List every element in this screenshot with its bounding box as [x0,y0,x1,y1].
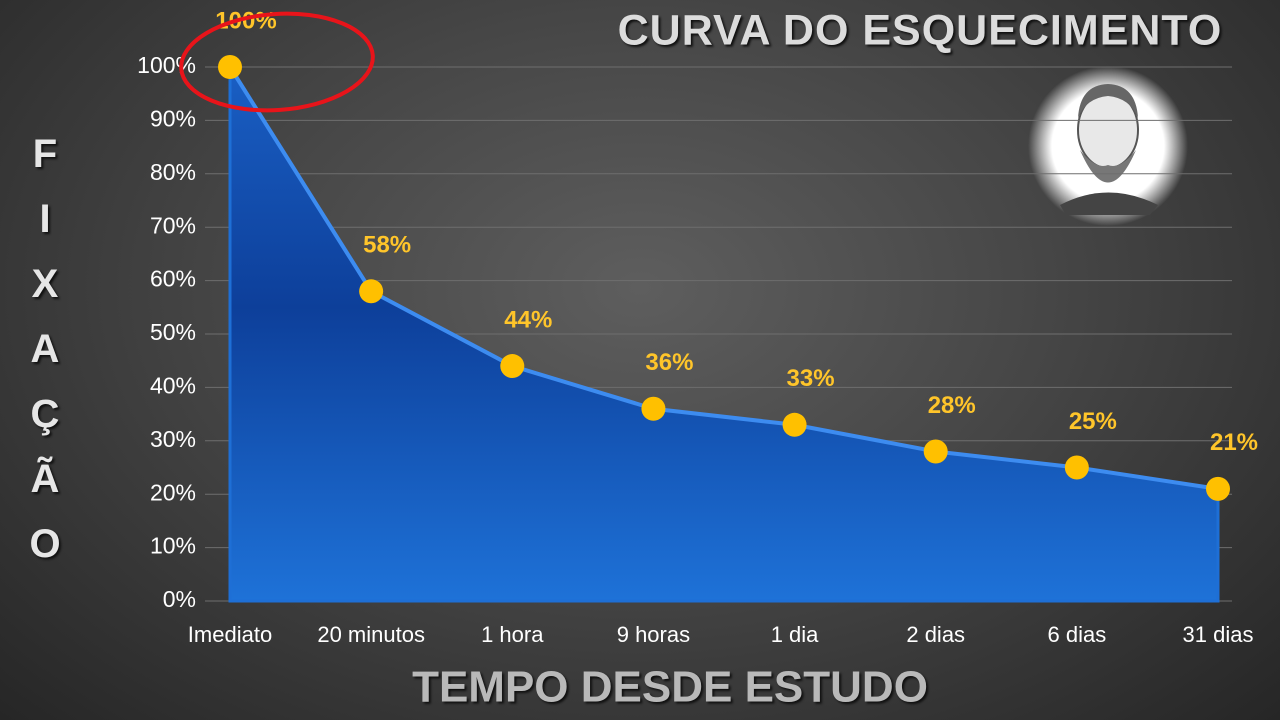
data-point [218,55,242,79]
data-point [923,439,948,464]
y-tick-label: 70% [150,212,196,238]
y-tick-label: 10% [150,533,196,559]
data-point [641,396,666,421]
x-tick-label: 6 dias [1047,622,1106,647]
chart-title: CURVA DO ESQUECIMENTO [618,6,1223,54]
line [228,65,1219,491]
plot-area: 0% 10% 20% 30% 40% 50% 60% 70% 80% 90% 100% Imediat… [137,7,1258,646]
data-point [359,279,384,304]
data-label: 100% [215,7,276,34]
y-tick-label: 90% [150,105,196,131]
y-tick-label: 50% [150,319,196,345]
y-tick-label: 40% [150,372,196,398]
data-point [1064,455,1089,480]
x-tick-label: 1 dia [771,622,819,647]
y-tick-label: 100% [137,52,196,78]
data-label: 25% [1069,408,1117,435]
data-point [1206,476,1230,501]
data-label: 58% [363,232,411,259]
x-tick-label: 9 horas [617,622,690,647]
x-axis-label: TEMPO DESDE ESTUDO [412,663,928,712]
data-label: 36% [645,349,693,376]
data-point [782,412,807,437]
data-point [500,354,525,379]
y-tick-label: 30% [150,426,196,452]
x-tick-label: 31 dias [1183,622,1254,647]
highlight-ellipse [179,11,375,113]
data-label: 33% [787,365,835,392]
data-label: 28% [928,392,976,419]
data-label: 44% [504,306,552,333]
y-tick-label: 20% [150,479,196,505]
x-tick-label: 2 dias [906,622,965,647]
y-tick-label: 80% [150,159,196,185]
x-tick-label: 1 hora [481,622,544,647]
portrait [1028,66,1188,226]
data-label: 21% [1210,429,1258,456]
y-tick-label: 0% [163,586,196,612]
y-axis-label: FIXAÇÃO [23,132,67,587]
x-tick-label: Imediato [188,622,272,647]
y-tick-label: 60% [150,266,196,292]
x-tick-label: 20 minutos [317,622,425,647]
